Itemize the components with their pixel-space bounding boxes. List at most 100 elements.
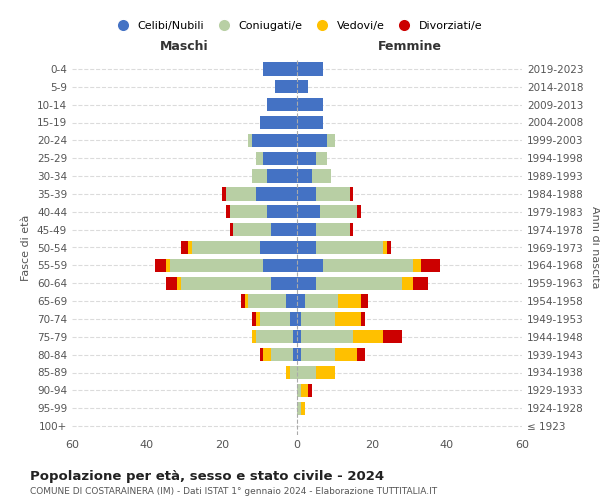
Bar	[353, 330, 383, 344]
Bar	[361, 312, 365, 326]
Bar	[338, 294, 361, 308]
Text: Maschi: Maschi	[160, 40, 209, 53]
Bar	[297, 205, 320, 218]
Bar	[297, 116, 323, 129]
Bar	[222, 187, 226, 200]
Bar	[297, 330, 301, 344]
Bar	[260, 312, 290, 326]
Y-axis label: Fasce di età: Fasce di età	[22, 214, 31, 280]
Bar	[293, 348, 297, 362]
Bar	[297, 312, 301, 326]
Bar	[166, 258, 170, 272]
Bar	[316, 152, 327, 165]
Bar	[383, 330, 402, 344]
Bar	[260, 241, 297, 254]
Bar	[256, 312, 260, 326]
Bar	[256, 330, 293, 344]
Bar	[297, 98, 323, 112]
Bar	[316, 366, 335, 379]
Bar	[316, 187, 349, 200]
Bar	[387, 241, 391, 254]
Bar	[286, 366, 290, 379]
Bar	[229, 205, 267, 218]
Bar	[308, 384, 312, 397]
Bar	[297, 276, 316, 290]
Text: COMUNE DI COSTARAINERA (IM) - Dati ISTAT 1° gennaio 2024 - Elaborazione TUTTITAL: COMUNE DI COSTARAINERA (IM) - Dati ISTAT…	[30, 488, 437, 496]
Bar	[402, 276, 413, 290]
Bar	[361, 294, 368, 308]
Bar	[293, 330, 297, 344]
Bar	[335, 348, 357, 362]
Bar	[252, 134, 297, 147]
Bar	[229, 223, 233, 236]
Bar	[327, 134, 335, 147]
Legend: Celibi/Nubili, Coniugati/e, Vedovi/e, Divorziati/e: Celibi/Nubili, Coniugati/e, Vedovi/e, Di…	[107, 17, 487, 36]
Bar	[226, 205, 229, 218]
Bar	[297, 348, 301, 362]
Bar	[297, 258, 323, 272]
Bar	[263, 258, 297, 272]
Bar	[290, 366, 297, 379]
Bar	[297, 62, 323, 76]
Bar	[413, 258, 421, 272]
Bar	[305, 294, 338, 308]
Bar	[248, 134, 252, 147]
Bar	[248, 294, 286, 308]
Bar	[316, 241, 383, 254]
Bar	[320, 205, 357, 218]
Bar	[267, 98, 297, 112]
Bar	[383, 241, 387, 254]
Bar	[260, 116, 297, 129]
Bar	[413, 276, 428, 290]
Bar	[421, 258, 439, 272]
Bar	[297, 294, 305, 308]
Bar	[271, 223, 297, 236]
Bar	[252, 330, 256, 344]
Bar	[226, 187, 256, 200]
Bar	[316, 276, 402, 290]
Bar	[297, 241, 316, 254]
Bar	[263, 152, 297, 165]
Bar	[297, 134, 327, 147]
Bar	[166, 276, 177, 290]
Bar	[170, 258, 263, 272]
Bar	[263, 62, 297, 76]
Bar	[155, 258, 166, 272]
Bar	[357, 205, 361, 218]
Bar	[297, 384, 301, 397]
Bar	[260, 348, 263, 362]
Bar	[181, 276, 271, 290]
Bar	[233, 223, 271, 236]
Bar	[297, 170, 312, 183]
Bar	[271, 348, 293, 362]
Bar	[297, 402, 301, 415]
Text: Femmine: Femmine	[377, 40, 442, 53]
Bar	[297, 187, 316, 200]
Bar	[252, 170, 267, 183]
Bar	[177, 276, 181, 290]
Bar	[297, 152, 316, 165]
Bar	[297, 366, 316, 379]
Bar	[297, 223, 316, 236]
Bar	[286, 294, 297, 308]
Bar	[301, 312, 335, 326]
Bar	[301, 330, 353, 344]
Bar	[275, 80, 297, 94]
Bar	[316, 223, 349, 236]
Bar	[290, 312, 297, 326]
Bar	[181, 241, 188, 254]
Bar	[301, 384, 308, 397]
Bar	[267, 205, 297, 218]
Bar	[349, 223, 353, 236]
Bar	[323, 258, 413, 272]
Bar	[349, 187, 353, 200]
Bar	[301, 402, 305, 415]
Bar	[267, 170, 297, 183]
Text: Popolazione per età, sesso e stato civile - 2024: Popolazione per età, sesso e stato civil…	[30, 470, 384, 483]
Bar	[335, 312, 361, 326]
Bar	[256, 187, 297, 200]
Bar	[256, 152, 263, 165]
Bar	[263, 348, 271, 362]
Bar	[245, 294, 248, 308]
Bar	[252, 312, 256, 326]
